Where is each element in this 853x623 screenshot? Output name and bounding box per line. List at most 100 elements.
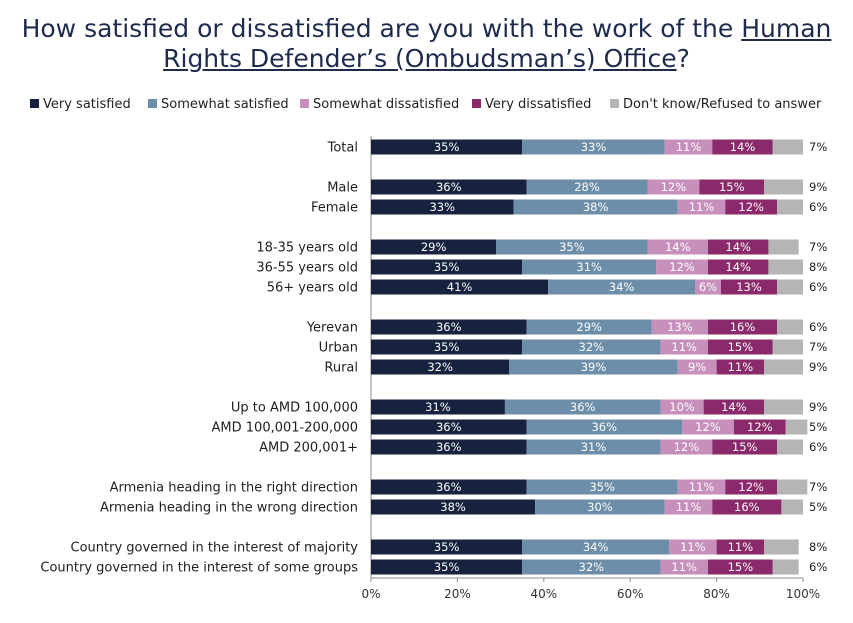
bar-segment-somewhat-satisfied xyxy=(526,419,683,435)
data-label: 11% xyxy=(680,540,706,554)
bar-segment-very-satisfied xyxy=(371,399,505,415)
bar-segment-very-satisfied xyxy=(371,479,527,495)
data-label: 9% xyxy=(809,180,827,194)
bar-segment-somewhat-dissatisfied xyxy=(660,399,704,415)
bar-segment-dont-know xyxy=(764,359,803,375)
bar-segment-very-dissatisfied xyxy=(725,199,778,215)
bar-segment-dont-know xyxy=(764,539,799,555)
category-label: Rural xyxy=(324,361,358,376)
data-label: 35% xyxy=(434,260,460,274)
x-tick-label: 40% xyxy=(530,587,557,601)
bar-segment-very-satisfied xyxy=(371,559,523,575)
category-label: Armenia heading in the wrong direction xyxy=(100,501,358,516)
bar-segment-very-dissatisfied xyxy=(707,339,773,355)
bar-segment-somewhat-satisfied xyxy=(496,239,648,255)
legend-item-somewhat-dissatisfied: Somewhat dissatisfied xyxy=(300,97,459,112)
bar-segment-dont-know xyxy=(768,259,803,275)
data-label: 10% xyxy=(669,400,695,414)
bar-segment-somewhat-satisfied xyxy=(535,499,665,515)
data-label: 32% xyxy=(427,360,453,374)
data-label: 14% xyxy=(730,140,756,154)
bar-segment-very-satisfied xyxy=(371,499,536,515)
data-label: 8% xyxy=(809,260,827,274)
legend-label: Don't know/Refused to answer xyxy=(623,97,822,112)
title-link-part1[interactable]: Human xyxy=(741,14,832,43)
data-label: 15% xyxy=(719,180,745,194)
bar-segment-dont-know xyxy=(777,279,803,295)
bar-segment-somewhat-satisfied xyxy=(504,399,661,415)
data-label: 35% xyxy=(559,240,585,254)
bar-segment-dont-know xyxy=(772,559,799,575)
data-label: 13% xyxy=(736,280,762,294)
data-label: 35% xyxy=(434,540,460,554)
bar-segment-somewhat-satisfied xyxy=(522,559,661,575)
category-label: Up to AMD 100,000 xyxy=(231,401,358,416)
legend-swatch xyxy=(300,99,309,108)
bar-segment-somewhat-satisfied xyxy=(522,339,661,355)
data-label: 39% xyxy=(581,360,607,374)
data-label: 13% xyxy=(667,320,693,334)
bar-segment-very-dissatisfied xyxy=(707,319,778,335)
bar-segment-dont-know xyxy=(772,339,803,355)
bar-segment-very-satisfied xyxy=(371,279,549,295)
category-label: AMD 200,001+ xyxy=(259,441,358,456)
bar-segment-somewhat-dissatisfied xyxy=(651,319,708,335)
data-label: 12% xyxy=(674,440,700,454)
bar-segment-dont-know xyxy=(777,439,803,455)
bar-segment-very-dissatisfied xyxy=(716,539,765,555)
bar-segment-somewhat-satisfied xyxy=(509,359,678,375)
x-tick-label: 20% xyxy=(444,587,471,601)
data-label: 33% xyxy=(429,200,455,214)
legend-swatch xyxy=(472,99,481,108)
data-label: 6% xyxy=(809,200,827,214)
bar-segment-dont-know xyxy=(781,499,803,515)
data-label: 34% xyxy=(609,280,635,294)
bar-segment-very-dissatisfied xyxy=(712,439,778,455)
title-link-part2[interactable]: Rights Defender’s (Ombudsman’s) Office xyxy=(163,44,677,73)
legend-label: Somewhat satisfied xyxy=(161,97,289,112)
data-label: 7% xyxy=(809,340,827,354)
bar-segment-somewhat-satisfied xyxy=(526,179,648,195)
bar-segment-very-dissatisfied xyxy=(716,359,765,375)
data-label: 14% xyxy=(665,240,691,254)
data-label: 11% xyxy=(671,560,697,574)
bar-segment-somewhat-dissatisfied xyxy=(656,259,708,275)
bar-segment-somewhat-satisfied xyxy=(526,319,652,335)
data-label: 15% xyxy=(728,340,754,354)
category-label: Urban xyxy=(319,341,358,356)
data-label: 5% xyxy=(809,420,827,434)
data-label: 11% xyxy=(671,340,697,354)
bar-segment-somewhat-satisfied xyxy=(526,479,678,495)
data-label: 32% xyxy=(579,560,605,574)
x-tick-label: 100% xyxy=(786,587,820,601)
bar-segment-dont-know xyxy=(772,139,803,155)
bar-segment-dont-know xyxy=(777,199,803,215)
category-label: Female xyxy=(311,201,358,216)
bar-segment-dont-know xyxy=(768,239,799,255)
bar-segment-somewhat-dissatisfied xyxy=(682,419,734,435)
bar-segment-somewhat-dissatisfied xyxy=(677,199,726,215)
data-label: 5% xyxy=(809,500,827,514)
data-label: 36% xyxy=(570,400,596,414)
data-label: 11% xyxy=(728,360,754,374)
category-label: 36-55 years old xyxy=(256,261,358,276)
bar-segment-somewhat-dissatisfied xyxy=(647,179,700,195)
bar-segment-very-dissatisfied xyxy=(720,279,778,295)
legend-swatch xyxy=(610,99,619,108)
data-label: 31% xyxy=(581,440,607,454)
bar-segment-somewhat-satisfied xyxy=(513,199,678,215)
bar-segment-very-dissatisfied xyxy=(707,239,769,255)
bar-segment-somewhat-dissatisfied xyxy=(669,539,717,555)
bar-segment-dont-know xyxy=(777,479,808,495)
bar-segment-very-dissatisfied xyxy=(703,399,765,415)
bar-segment-somewhat-dissatisfied xyxy=(677,479,726,495)
data-label: 28% xyxy=(574,180,600,194)
chart-legend: Very satisfied Somewhat satisfied Somewhat… xyxy=(30,97,830,115)
bar-segment-very-dissatisfied xyxy=(712,139,773,155)
bar-segment-dont-know xyxy=(764,179,803,195)
data-label: 16% xyxy=(734,500,760,514)
data-label: 12% xyxy=(661,180,687,194)
bar-segment-very-satisfied xyxy=(371,319,527,335)
category-label: Total xyxy=(327,141,358,156)
